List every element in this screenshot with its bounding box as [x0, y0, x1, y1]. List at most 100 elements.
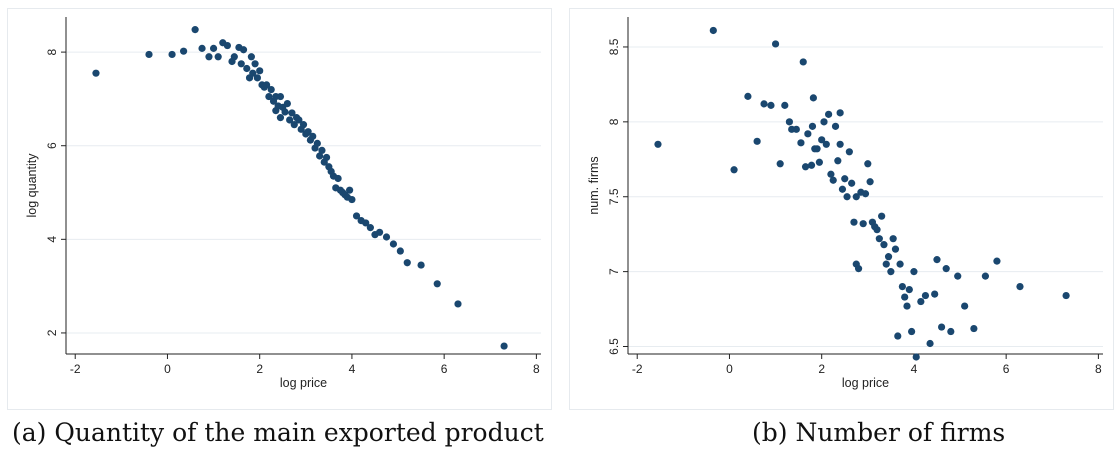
- firms-y-tick-label: 6.5: [607, 338, 621, 355]
- firms-x-tick-label: 2: [818, 362, 825, 376]
- firms-data-point: [730, 166, 738, 174]
- chart-panel-firms: -2 0 2 4 6 8 6.5 7 7.5 8 8.5 log price num. firms: [569, 8, 1114, 410]
- firms-data-point: [792, 125, 800, 133]
- quantity-x-tick-label: 0: [164, 362, 171, 376]
- quantity-data-point: [263, 81, 271, 89]
- quantity-data-point: [500, 342, 508, 350]
- firms-data-point: [809, 94, 817, 102]
- firms-data-point: [903, 302, 911, 310]
- quantity-data-point: [281, 108, 289, 116]
- firms-data-point: [797, 139, 805, 147]
- quantity-data-point: [209, 44, 218, 52]
- firms-data-point: [1016, 283, 1024, 291]
- quantity-x-tick-label: 4: [349, 362, 356, 376]
- firms-data-point: [838, 185, 847, 193]
- quantity-data-point: [295, 116, 303, 124]
- quantity-data-point: [403, 259, 411, 267]
- firms-data-point: [827, 170, 835, 178]
- firms-data-point: [882, 260, 890, 268]
- quantity-data-point: [168, 50, 176, 59]
- quantity-data-point: [265, 92, 273, 101]
- firms-data-point: [894, 332, 902, 340]
- quantity-data-point: [239, 46, 248, 54]
- firms-data-point: [815, 158, 823, 166]
- scatter-plot-firms: -2 0 2 4 6 8 6.5 7 7.5 8 8.5 log price num. firms: [587, 17, 1103, 390]
- quantity-y-tick-label: 8: [45, 48, 59, 55]
- firms-data-point: [891, 245, 900, 253]
- firms-data-point: [912, 353, 920, 361]
- quantity-data-point: [348, 195, 356, 204]
- quantity-data-point: [179, 47, 188, 55]
- firms-data-point: [905, 285, 913, 294]
- firms-data-point: [808, 122, 817, 130]
- firms-data-point: [981, 272, 990, 280]
- quantity-data-point: [237, 60, 245, 68]
- quantity-data-point: [214, 53, 222, 61]
- firms-data-point: [760, 100, 768, 108]
- quantity-data-point: [346, 186, 354, 194]
- firms-y-tick-label: 8: [607, 118, 621, 125]
- firms-data-point: [861, 190, 870, 198]
- firms-data-point: [937, 323, 946, 331]
- firms-data-point: [933, 256, 941, 264]
- firms-data-point: [852, 260, 860, 268]
- caption-quantity: (a) Quantity of the main exported produc…: [12, 418, 544, 447]
- firms-data-point: [753, 137, 761, 145]
- firms-data-point: [818, 136, 826, 144]
- firms-data-point: [822, 140, 830, 148]
- firms-data-point: [887, 268, 895, 276]
- firms-data-point: [813, 145, 821, 153]
- quantity-data-point: [417, 261, 425, 269]
- firms-data-point: [954, 272, 962, 280]
- quantity-data-point: [382, 233, 391, 241]
- quantity-data-point: [334, 174, 342, 183]
- quantity-data-point: [366, 224, 374, 232]
- firms-data-point: [901, 293, 909, 301]
- firms-data-point: [866, 178, 874, 186]
- firms-data-point: [799, 58, 807, 66]
- firms-data-point: [908, 327, 916, 336]
- firms-data-point: [836, 109, 844, 117]
- scatter-plot-quantity: -2 0 2 4 6 8 2 4 6 8 log price log quantity: [25, 17, 541, 390]
- firms-data-point: [801, 163, 810, 171]
- firms-data-point: [884, 253, 893, 261]
- firms-data-point: [931, 290, 939, 298]
- firms-data-point: [820, 118, 828, 126]
- firms-data-point: [873, 226, 881, 234]
- quantity-data-point: [249, 69, 257, 77]
- quantity-data-point: [433, 280, 441, 288]
- quantity-data-point: [309, 132, 317, 140]
- quantity-data-point: [290, 121, 298, 129]
- firms-data-point: [771, 40, 780, 48]
- quantity-data-point: [454, 300, 462, 308]
- quantity-data-point: [251, 60, 259, 68]
- firms-x-tick-label: -2: [632, 362, 643, 376]
- firms-data-point: [926, 339, 934, 348]
- quantity-data-point: [322, 153, 331, 162]
- firms-x-tick-label: 6: [1003, 362, 1010, 376]
- quantity-data-point: [253, 74, 261, 82]
- quantity-data-point: [288, 109, 296, 117]
- quantity-data-point: [198, 44, 206, 52]
- quantity-data-point: [243, 64, 251, 73]
- firms-data-point: [845, 148, 853, 156]
- firms-data-point: [744, 92, 752, 100]
- firms-data-point: [875, 235, 883, 243]
- firms-data-point: [970, 324, 978, 333]
- firms-data-point: [831, 122, 840, 130]
- quantity-data-point: [352, 212, 361, 220]
- quantity-y-tick-label: 2: [45, 329, 59, 336]
- firms-data-point: [807, 161, 816, 169]
- chart-panel-quantity: -2 0 2 4 6 8 2 4 6 8 log price log quantity: [7, 8, 552, 410]
- quantity-data-point: [362, 219, 370, 227]
- firms-data-point: [878, 212, 886, 220]
- firms-data-point: [852, 193, 860, 201]
- firms-data-point: [850, 218, 858, 226]
- firms-y-tick-label: 8.5: [607, 38, 621, 55]
- quantity-data-point: [256, 67, 264, 75]
- firms-data-point: [921, 291, 930, 300]
- firms-data-point: [880, 241, 888, 249]
- firms-data-point: [859, 220, 867, 228]
- quantity-x-tick-label: -2: [70, 362, 81, 376]
- quantity-y-tick-label: 4: [45, 236, 59, 243]
